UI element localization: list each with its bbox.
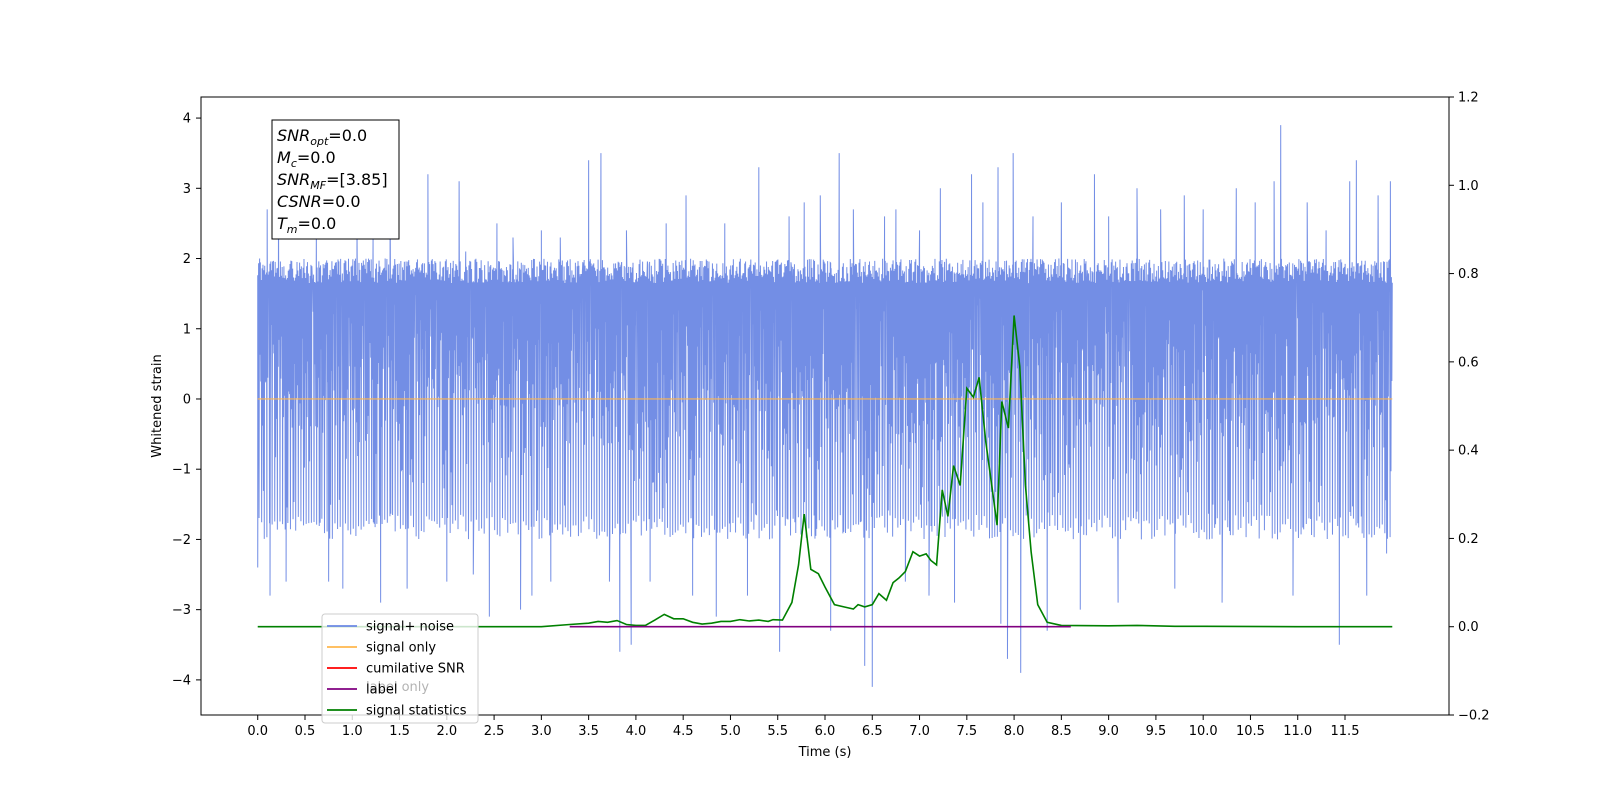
y2-tick-label: 0.0 xyxy=(1458,620,1479,635)
series-signal-statistics xyxy=(257,315,1393,628)
x-tick-label: 8.0 xyxy=(1004,724,1025,739)
x-tick-label: 3.0 xyxy=(531,724,552,739)
info-box-frame xyxy=(271,119,400,240)
y-tick-label: −2 xyxy=(172,533,191,548)
x-tick-label: 10.0 xyxy=(1189,724,1218,739)
y-tick-label: 2 xyxy=(183,252,191,267)
x-tick-label: 9.0 xyxy=(1098,724,1119,739)
y-tick-label: 0 xyxy=(183,392,191,407)
x-tick-label: 7.5 xyxy=(956,724,977,739)
x-tick-label: 5.5 xyxy=(767,724,788,739)
y-axis-label: Whitened strain xyxy=(150,354,165,457)
legend: label only signal+ noise signal only cumila… xyxy=(321,613,479,724)
x-tick-label: 0.0 xyxy=(247,724,268,739)
x-tick-label: 11.5 xyxy=(1331,724,1360,739)
x-tick-label: 4.0 xyxy=(626,724,647,739)
y2-tick-label: 1.0 xyxy=(1458,179,1479,194)
legend-entry-label: signal only xyxy=(366,641,436,656)
x-tick-label: 9.5 xyxy=(1146,724,1167,739)
series-signal-noise xyxy=(257,125,1393,687)
x-tick-label: 10.5 xyxy=(1236,724,1265,739)
y2-tick-label: 1.2 xyxy=(1458,91,1479,106)
y2-tick-label: −0.2 xyxy=(1458,709,1490,724)
y-tick-label: 3 xyxy=(183,182,191,197)
x-tick-label: 8.5 xyxy=(1051,724,1072,739)
x-tick-label: 7.0 xyxy=(909,724,930,739)
legend-frame xyxy=(321,613,479,724)
legend-ghost-label-only: label only xyxy=(366,680,429,695)
axes: 0.0 0.5 1.0 1.5 2.0 2.5 3.0 3.5 4.0 4.5 5.0 5.5 6.0 6… xyxy=(150,91,1490,761)
info-line: Tm=0.0 xyxy=(277,214,336,236)
y2-tick-label: 0.2 xyxy=(1458,532,1479,547)
info-line: CSNR=0.0 xyxy=(277,192,361,211)
info-line: Mc=0.0 xyxy=(277,148,336,170)
y-tick-label: −4 xyxy=(172,673,191,688)
x-tick-label: 1.0 xyxy=(342,724,363,739)
info-line: SNRMF=[3.85] xyxy=(277,170,388,192)
legend-entry-label: label xyxy=(366,683,397,698)
x-tick-label: 11.0 xyxy=(1283,724,1312,739)
x-axis-label: Time (s) xyxy=(798,745,852,760)
y-tick-label: 1 xyxy=(183,322,191,337)
info-line: SNRopt=0.0 xyxy=(277,126,367,148)
x-tick-label: 1.5 xyxy=(389,724,410,739)
x-tick-label: 6.5 xyxy=(862,724,883,739)
plot-area xyxy=(257,125,1393,687)
y-tick-label: −1 xyxy=(172,463,191,478)
x-tick-label: 2.0 xyxy=(436,724,457,739)
legend-entry-label: signal+ noise xyxy=(366,620,454,635)
y-tick-label: 4 xyxy=(183,112,191,127)
legend-entry-label: signal statistics xyxy=(366,704,467,719)
x-tick-label: 6.0 xyxy=(815,724,836,739)
x-tick-label: 3.5 xyxy=(578,724,599,739)
legend-entry-label: cumilative SNR xyxy=(366,662,465,677)
x-tick-label: 4.5 xyxy=(673,724,694,739)
y2-tick-label: 0.4 xyxy=(1458,444,1479,459)
y2-tick-label: 0.6 xyxy=(1458,355,1479,370)
y-tick-label: −3 xyxy=(172,603,191,618)
y2-tick-label: 0.8 xyxy=(1458,267,1479,282)
x-tick-label: 0.5 xyxy=(295,724,316,739)
x-tick-label: 5.0 xyxy=(720,724,741,739)
x-tick-label: 2.5 xyxy=(484,724,505,739)
